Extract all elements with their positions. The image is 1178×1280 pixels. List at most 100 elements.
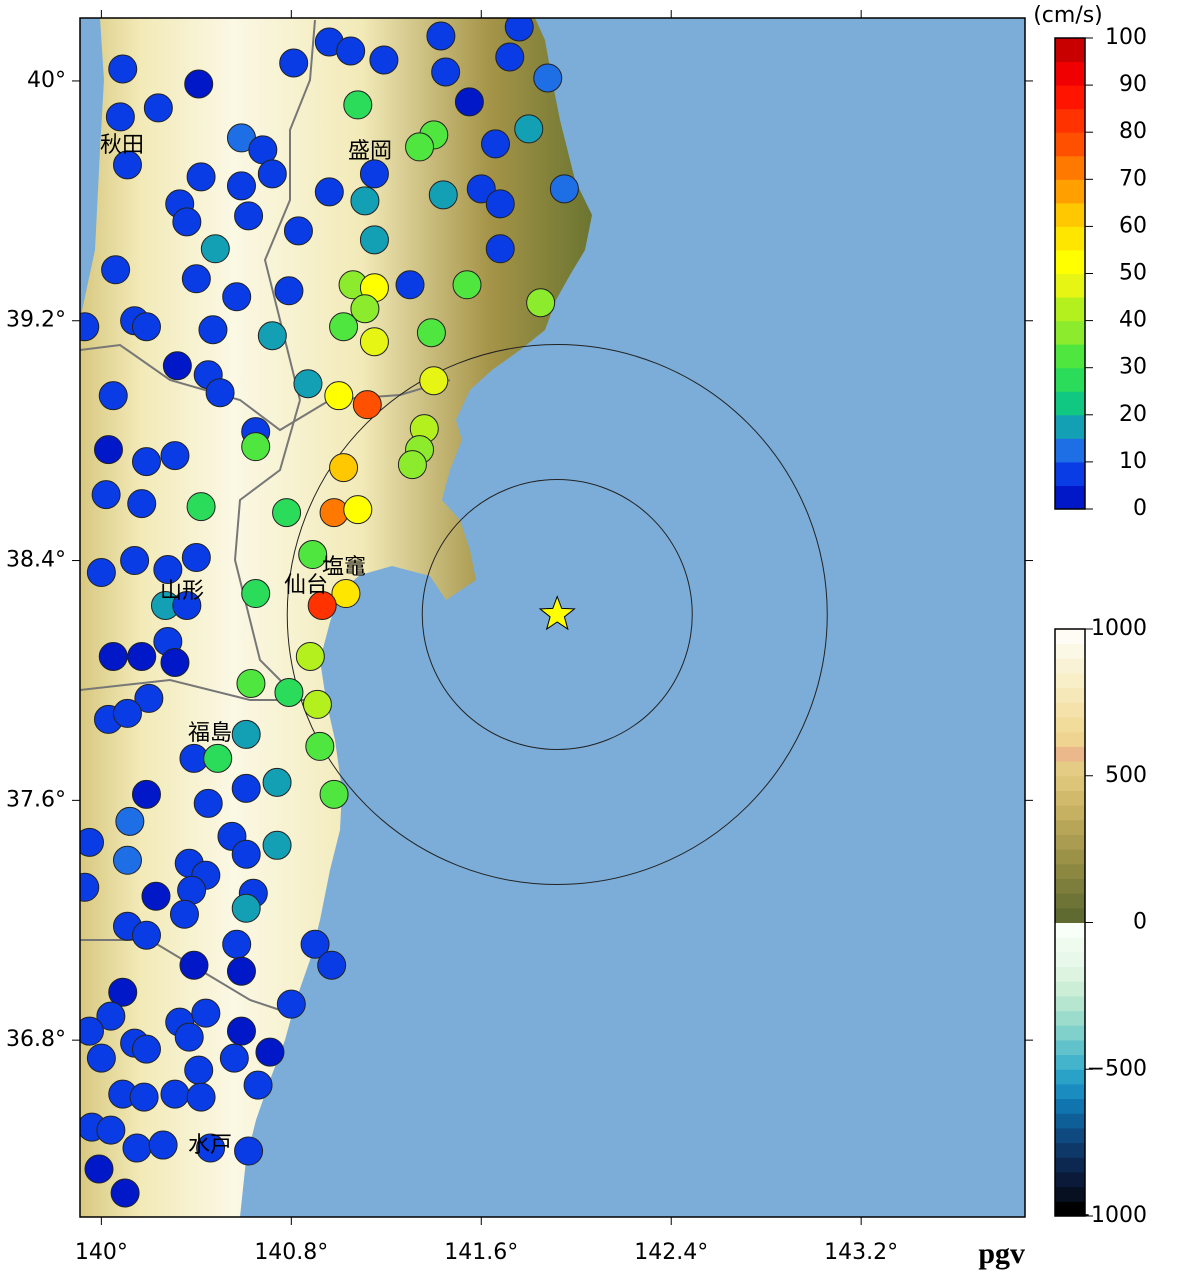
colorbar-swatch xyxy=(1055,673,1085,689)
station xyxy=(226,1016,256,1046)
station xyxy=(115,806,145,836)
station xyxy=(131,779,161,809)
station xyxy=(359,159,389,189)
station xyxy=(86,1043,116,1073)
station xyxy=(454,87,484,117)
station xyxy=(191,998,221,1028)
x-tick-label: 142.4° xyxy=(634,1240,708,1265)
station xyxy=(257,321,287,351)
station xyxy=(343,90,373,120)
colorbar-tick-label: −500 xyxy=(1087,1056,1147,1081)
colorbar-swatch xyxy=(1055,85,1085,110)
station xyxy=(495,42,525,72)
station xyxy=(172,207,202,237)
station xyxy=(231,839,261,869)
y-tick-label: 40° xyxy=(27,68,66,93)
station xyxy=(526,288,556,318)
station xyxy=(222,282,252,312)
station xyxy=(276,989,306,1019)
colorbar-tick-label: 100 xyxy=(1105,25,1147,50)
colorbar-tick-label: 70 xyxy=(1119,166,1147,191)
station xyxy=(331,579,361,609)
colorbar-tick-label: 0 xyxy=(1133,910,1147,935)
station xyxy=(305,731,335,761)
station xyxy=(405,132,435,162)
city-label: 山形 xyxy=(160,579,204,604)
station xyxy=(80,827,104,857)
station xyxy=(80,872,100,902)
station xyxy=(148,1130,178,1160)
colorbar-swatch xyxy=(1055,1010,1085,1026)
colorbar-swatch xyxy=(1055,1201,1085,1217)
station xyxy=(86,558,116,588)
station xyxy=(274,276,304,306)
station xyxy=(314,177,344,207)
y-tick-label: 36.8° xyxy=(6,1027,66,1052)
colorbar-swatch xyxy=(1055,981,1085,997)
station xyxy=(200,234,230,264)
station xyxy=(127,489,157,519)
station xyxy=(98,641,128,671)
station xyxy=(179,950,209,980)
station xyxy=(352,390,382,420)
station xyxy=(504,18,534,42)
colorbar-tick-label: 40 xyxy=(1119,308,1147,333)
colorbar-swatch xyxy=(1055,878,1085,894)
station xyxy=(153,555,183,585)
distance-ring xyxy=(421,479,693,751)
colorbar-tick-label: 1000 xyxy=(1091,616,1147,641)
station xyxy=(419,366,449,396)
station xyxy=(160,647,190,677)
station xyxy=(369,45,399,75)
station xyxy=(193,788,223,818)
station xyxy=(129,1082,159,1112)
station xyxy=(274,677,304,707)
station xyxy=(198,315,228,345)
colorbar-swatch xyxy=(1055,658,1085,674)
colorbar-swatch xyxy=(1055,805,1085,821)
station xyxy=(283,216,313,246)
station xyxy=(112,150,142,180)
colorbar-swatch xyxy=(1055,966,1085,982)
station xyxy=(203,743,233,773)
station xyxy=(131,1034,161,1064)
colorbar-swatch xyxy=(1055,1025,1085,1041)
station xyxy=(236,668,266,698)
city-label: 仙台 xyxy=(284,573,328,598)
y-tick-label: 38.4° xyxy=(6,548,66,573)
colorbar-swatch xyxy=(1055,893,1085,909)
colorbar-swatch xyxy=(1055,320,1085,345)
colorbar-swatch xyxy=(1055,834,1085,850)
colorbar-swatch xyxy=(1055,132,1085,157)
station xyxy=(307,591,337,621)
station xyxy=(108,54,138,84)
colorbar-swatch xyxy=(1055,746,1085,762)
station xyxy=(262,767,292,797)
station xyxy=(295,641,325,671)
station xyxy=(184,69,214,99)
station xyxy=(234,1136,264,1166)
colorbar-swatch xyxy=(1055,643,1085,659)
colorbar-tick-label: 50 xyxy=(1119,261,1147,286)
station xyxy=(431,57,461,87)
colorbar-swatch xyxy=(1055,155,1085,180)
colorbar-swatch xyxy=(1055,297,1085,322)
colorbar-swatch xyxy=(1055,38,1085,63)
station xyxy=(262,830,292,860)
colorbar-swatch xyxy=(1055,61,1085,86)
station xyxy=(257,159,287,189)
station xyxy=(343,495,373,525)
station xyxy=(131,447,161,477)
colorbar-swatch xyxy=(1055,717,1085,733)
station xyxy=(231,893,261,923)
city-label: 盛岡 xyxy=(348,139,392,164)
station xyxy=(329,312,359,342)
station xyxy=(279,48,309,78)
colorbar-swatch xyxy=(1055,1098,1085,1114)
colorbar-swatch xyxy=(1055,1039,1085,1056)
colorbar-swatch xyxy=(1055,202,1085,227)
y-tick-label: 39.2° xyxy=(6,308,66,333)
station xyxy=(359,225,389,255)
station xyxy=(255,1037,285,1067)
map-area xyxy=(80,18,828,1217)
